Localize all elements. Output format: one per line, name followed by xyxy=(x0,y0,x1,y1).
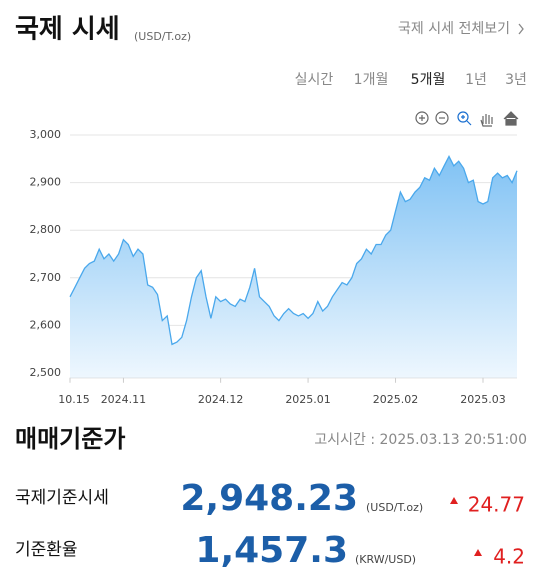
tabs: 실시간 1개월 5개월 1년 3년 xyxy=(295,72,527,88)
x-tick-label: 10.15 xyxy=(58,393,90,406)
x-tick-label: 2025.03 xyxy=(460,393,506,406)
tab[interactable]: 1년 xyxy=(465,72,487,88)
y-tick-label: 2,600 xyxy=(30,318,62,331)
y-tick-label: 2,900 xyxy=(30,176,62,189)
x-tick-label: 2025.01 xyxy=(285,393,331,406)
row-unit: (USD/T.oz) xyxy=(366,501,423,514)
x-tick-label: 2024.11 xyxy=(101,393,147,406)
line xyxy=(69,154,518,346)
chart: 2,500 2,600 2,700 2,800 2,900 3,000 10.15 2024.… xyxy=(30,128,518,406)
row-label: 기준환율 xyxy=(15,540,78,560)
rows: 국제기준시세 2,948.23 (USD/T.oz) 24.77 기준환율 1,457.3… xyxy=(15,478,525,571)
section-title: 매매기준가 xyxy=(15,425,125,453)
tab[interactable]: 3년 xyxy=(505,72,527,88)
toolbar xyxy=(415,111,519,127)
y-tick-label: 2,800 xyxy=(30,223,62,236)
title: 국제 시세 xyxy=(15,15,120,45)
x-tick-label: 2024.12 xyxy=(198,393,244,406)
row-change: 4.2 xyxy=(493,545,525,569)
row-unit: (KRW/USD) xyxy=(355,553,416,566)
y-tick-label: 2,700 xyxy=(30,271,62,284)
x-tick-label: 2025.02 xyxy=(373,393,419,406)
notice-time: 고시시간 : 2025.03.13 20:51:00 xyxy=(314,432,527,448)
row-value: 2,948.23 xyxy=(180,478,358,519)
row-change: 24.77 xyxy=(468,493,525,517)
chevron xyxy=(518,23,524,35)
y-tick-label: 2,500 xyxy=(30,366,62,379)
y-tick-label: 3,000 xyxy=(30,128,62,141)
tab[interactable]: 1개월 xyxy=(354,72,389,88)
tab[interactable]: 실시간 xyxy=(295,72,334,88)
area xyxy=(70,156,517,378)
row-value: 1,457.3 xyxy=(195,530,348,571)
up-arrow xyxy=(450,497,458,504)
row-label: 국제기준시세 xyxy=(15,488,109,508)
up-arrow xyxy=(474,549,482,556)
tab[interactable]: 5개월 xyxy=(411,72,446,88)
all-link[interactable]: 국제 시세 전체보기 xyxy=(398,21,510,37)
unit: (USD/T.oz) xyxy=(134,30,191,43)
